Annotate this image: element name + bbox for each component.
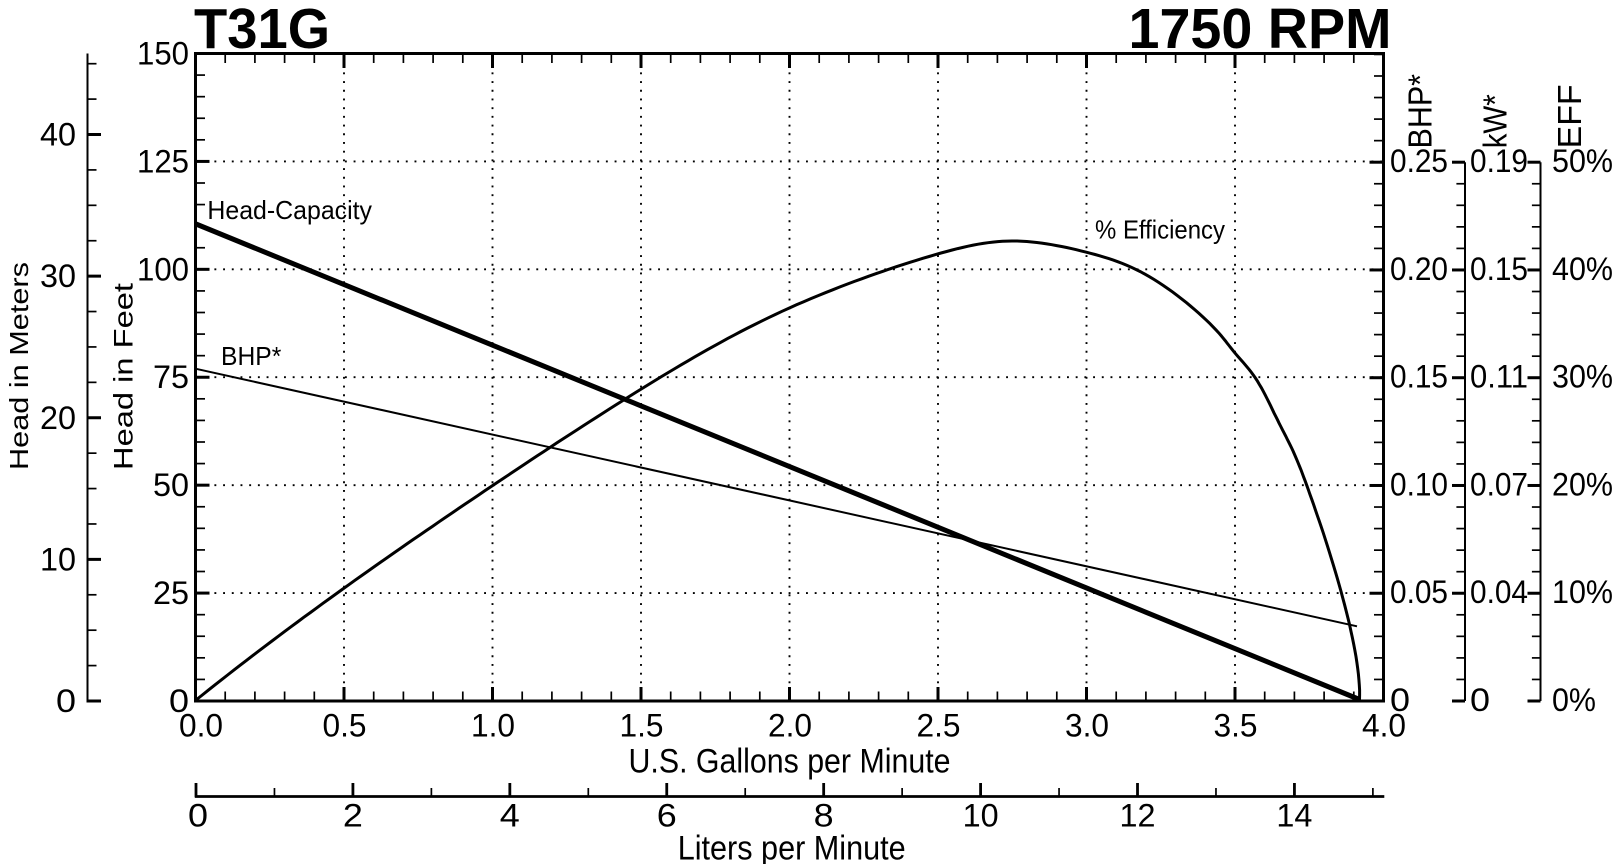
svg-text:BHP*: BHP*: [221, 341, 281, 371]
svg-text:0: 0: [1390, 682, 1410, 718]
svg-text:2.5: 2.5: [917, 708, 961, 744]
svg-text:0.20: 0.20: [1390, 251, 1448, 287]
svg-text:3.0: 3.0: [1065, 708, 1109, 744]
svg-text:10%: 10%: [1552, 574, 1613, 610]
svg-text:25: 25: [153, 575, 189, 611]
svg-text:Liters per Minute: Liters per Minute: [678, 829, 906, 864]
svg-text:50: 50: [153, 467, 189, 503]
svg-text:125: 125: [137, 143, 189, 179]
svg-text:0: 0: [1470, 682, 1490, 718]
svg-text:10: 10: [963, 798, 999, 834]
svg-text:30%: 30%: [1552, 359, 1613, 395]
svg-text:0: 0: [188, 798, 208, 834]
svg-text:1.5: 1.5: [620, 708, 664, 744]
svg-text:Head in Feet: Head in Feet: [109, 282, 139, 470]
svg-text:20%: 20%: [1552, 467, 1613, 503]
svg-text:40: 40: [40, 117, 76, 153]
svg-text:0.19: 0.19: [1470, 143, 1528, 179]
svg-text:0%: 0%: [1552, 682, 1596, 718]
svg-text:150: 150: [137, 36, 189, 72]
svg-text:EFF: EFF: [1551, 84, 1588, 148]
svg-text:0.11: 0.11: [1470, 359, 1528, 395]
svg-text:3.5: 3.5: [1214, 708, 1258, 744]
svg-text:14: 14: [1276, 798, 1312, 834]
svg-text:30: 30: [40, 258, 76, 294]
svg-text:0.0: 0.0: [179, 708, 223, 744]
svg-text:2: 2: [343, 798, 363, 834]
svg-text:4: 4: [500, 798, 520, 834]
svg-text:0.15: 0.15: [1470, 251, 1528, 287]
svg-text:0.5: 0.5: [323, 708, 367, 744]
svg-text:0: 0: [169, 683, 189, 719]
svg-text:50%: 50%: [1552, 143, 1613, 179]
svg-text:Head in Meters: Head in Meters: [4, 262, 34, 470]
svg-text:8: 8: [814, 798, 834, 834]
svg-text:100: 100: [137, 251, 189, 287]
svg-text:% Efficiency: % Efficiency: [1095, 215, 1225, 245]
svg-text:0.25: 0.25: [1390, 143, 1448, 179]
svg-text:0.05: 0.05: [1390, 574, 1448, 610]
svg-text:T31G: T31G: [194, 0, 330, 61]
svg-text:0.15: 0.15: [1390, 359, 1448, 395]
svg-text:6: 6: [657, 798, 677, 834]
svg-text:Head-Capacity: Head-Capacity: [207, 195, 372, 225]
svg-text:75: 75: [153, 359, 189, 395]
svg-text:20: 20: [40, 400, 76, 436]
svg-text:4.0: 4.0: [1362, 708, 1406, 744]
svg-text:2.0: 2.0: [768, 708, 812, 744]
svg-text:0.10: 0.10: [1390, 467, 1448, 503]
svg-text:1750 RPM: 1750 RPM: [1129, 0, 1392, 61]
svg-text:0: 0: [56, 683, 76, 719]
svg-text:0.04: 0.04: [1470, 574, 1528, 610]
svg-text:U.S. Gallons per Minute: U.S. Gallons per Minute: [629, 743, 951, 781]
svg-text:10: 10: [40, 541, 76, 577]
svg-text:0.07: 0.07: [1470, 467, 1528, 503]
svg-text:BHP*: BHP*: [1402, 74, 1439, 149]
svg-text:1.0: 1.0: [471, 708, 515, 744]
svg-text:12: 12: [1120, 798, 1156, 834]
svg-text:40%: 40%: [1552, 251, 1613, 287]
svg-text:kW*: kW*: [1477, 94, 1514, 148]
